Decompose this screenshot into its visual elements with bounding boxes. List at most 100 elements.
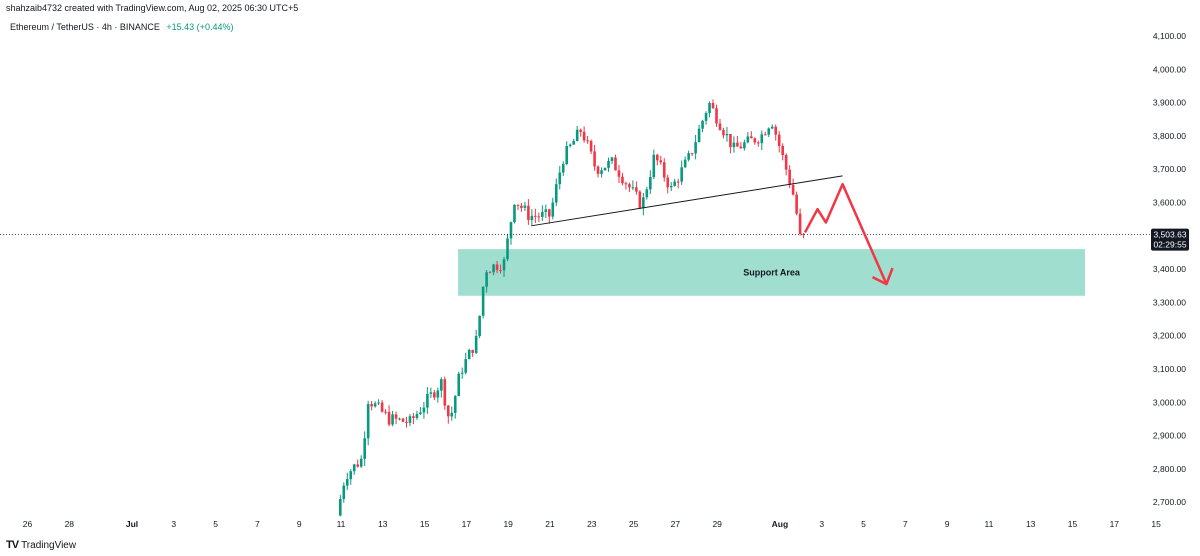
candle-up (422, 407, 426, 413)
candle-down (788, 169, 791, 185)
time-tick-label: Aug (772, 519, 789, 529)
candle-down (582, 131, 586, 141)
candle-up (530, 215, 534, 221)
candle-up (541, 211, 544, 217)
price-tick-label: 2,900.00 (1153, 431, 1186, 441)
candle-down (471, 349, 474, 353)
candle-down (753, 138, 757, 143)
candle-up (610, 157, 614, 161)
candle-down (662, 162, 666, 178)
candle-up (342, 485, 346, 499)
time-tick-label: 25 (629, 519, 639, 529)
candle-down (628, 184, 631, 188)
candle-up (701, 120, 704, 129)
neckline-trendline[interactable] (531, 175, 843, 227)
candle-up (687, 153, 690, 160)
candle-up (669, 185, 673, 188)
candle-down (666, 177, 670, 188)
candle-up (478, 315, 481, 337)
candle-up (523, 205, 527, 208)
candle-up (645, 189, 649, 198)
candle-up (725, 133, 729, 136)
tradingview-branding[interactable]: TV TradingView (6, 539, 76, 551)
candle-up (631, 187, 635, 189)
candle-down (736, 142, 739, 147)
support-zone-label: Support Area (743, 267, 801, 277)
price-tick-label: 3,000.00 (1153, 397, 1186, 407)
time-tick-label: 5 (861, 519, 866, 529)
projection-arrow[interactable] (803, 182, 888, 285)
candle-down (412, 416, 415, 418)
candle-up (649, 177, 652, 190)
time-tick-label: 9 (945, 519, 950, 529)
candle-down (384, 411, 387, 413)
price-tick-label: 2,800.00 (1153, 464, 1186, 474)
candle-up (558, 172, 562, 185)
candle-up (415, 414, 419, 418)
price-change: +15.43 (+0.44%) (166, 22, 234, 32)
time-tick-label: 11 (337, 519, 346, 529)
candle-up (391, 414, 394, 425)
candle-up (652, 154, 656, 178)
candle-up (453, 396, 457, 413)
candle-down (635, 187, 638, 192)
candle-down (443, 379, 447, 406)
candle-up (509, 222, 513, 239)
candle-down (387, 411, 391, 425)
time-tick-label: 7 (255, 519, 260, 529)
candle-up (492, 264, 495, 273)
candle-down (593, 151, 596, 167)
candle-up (770, 126, 774, 129)
time-tick-label: 15 (1151, 519, 1161, 529)
price-tick-label: 3,900.00 (1153, 98, 1186, 108)
candle-up (565, 146, 569, 165)
price-tick-label: 3,200.00 (1153, 331, 1186, 341)
candle-up (561, 164, 565, 173)
candle-down (763, 134, 767, 136)
time-tick-label: 17 (462, 519, 472, 529)
candle-down (718, 123, 722, 130)
candle-up (467, 349, 471, 360)
candle-up (673, 181, 677, 186)
candle-down (798, 213, 802, 234)
candle-down (499, 270, 502, 272)
candle-up (339, 498, 342, 516)
candle-down (488, 272, 492, 274)
candle-down (784, 155, 788, 170)
price-tick-label: 4,100.00 (1153, 31, 1186, 41)
candle-down (781, 145, 784, 156)
candle-up (683, 159, 687, 168)
candle-up (440, 379, 443, 391)
candle-up (694, 142, 697, 154)
candle-down (380, 402, 384, 412)
candle-up (603, 167, 607, 171)
candle-up (345, 479, 349, 486)
candle-up (426, 393, 429, 408)
candle-up (366, 404, 370, 439)
candle-down (624, 183, 628, 185)
candle-down (433, 392, 436, 398)
candle-down (516, 204, 520, 206)
time-tick-label: 5 (213, 519, 218, 529)
candle-up (767, 128, 771, 135)
time-tick-label: 3 (819, 519, 824, 529)
time-tick-label: 13 (1026, 519, 1036, 529)
candle-down (711, 102, 715, 109)
candle-down (715, 108, 718, 124)
candle-up (551, 202, 555, 217)
candle-up (352, 464, 356, 472)
tradingview-logo-icon: TV (6, 539, 19, 551)
candle-down (638, 191, 642, 209)
candle-up (732, 142, 736, 148)
candle-up (349, 471, 353, 480)
price-tick-label: 3,700.00 (1153, 164, 1186, 174)
candle-down (757, 142, 760, 144)
time-tick-label: 26 (23, 519, 33, 529)
candle-up (743, 142, 746, 149)
price-tick-label: 3,400.00 (1153, 264, 1186, 274)
candle-up (464, 359, 468, 373)
support-zone[interactable] (458, 249, 1086, 296)
time-tick-label: 15 (420, 519, 430, 529)
candle-up (506, 238, 509, 260)
